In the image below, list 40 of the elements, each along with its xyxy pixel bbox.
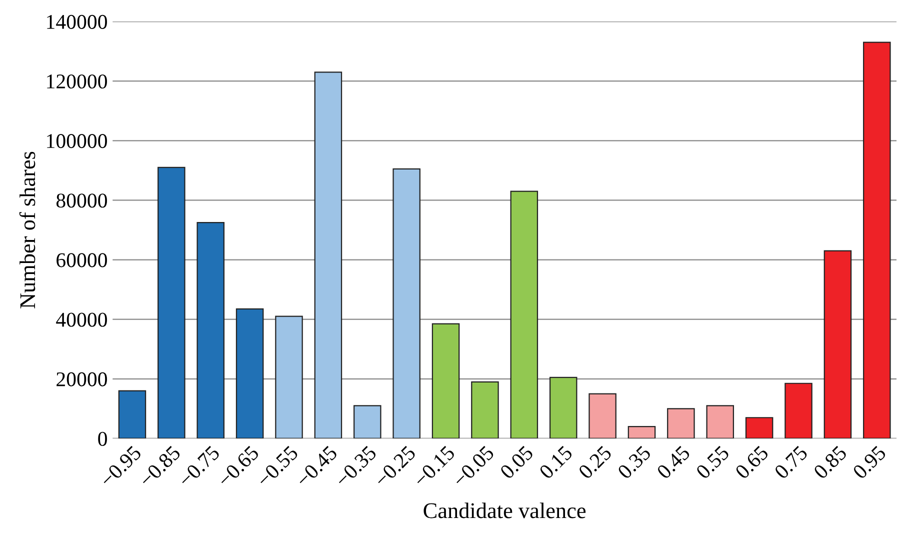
bar (745, 417, 774, 438)
bar (354, 405, 382, 438)
bar (196, 222, 224, 438)
bar (118, 390, 146, 438)
bar (275, 316, 303, 438)
y-tick-label: 120000 (47, 74, 107, 89)
x-tick-label: 0.75 (774, 445, 808, 480)
bar (158, 166, 186, 438)
x-tick-label: 0.25 (578, 445, 612, 480)
bar (236, 308, 264, 438)
bar (706, 405, 734, 438)
bar (863, 42, 891, 438)
bar (824, 250, 852, 438)
y-tick-label: 100000 (47, 134, 107, 148)
bar (510, 190, 538, 438)
x-tick-label: 0.65 (734, 445, 770, 480)
bar (392, 168, 420, 438)
y-tick-label: 0 (98, 432, 107, 446)
x-tick-label: 0.35 (616, 445, 652, 480)
x-axis-title: Candidate valence (424, 502, 586, 518)
y-axis-title: Number of shares (19, 152, 36, 308)
y-tick-label: 80000 (56, 194, 107, 208)
x-tick-label: 0.15 (538, 445, 574, 480)
y-tick-label: 140000 (47, 14, 107, 29)
x-tick-label: 0.55 (695, 445, 730, 480)
y-tick-label: 40000 (56, 312, 107, 327)
x-tick-label: 0.05 (499, 445, 534, 480)
y-tick-label: 20000 (56, 372, 107, 386)
y-tick-label: 60000 (56, 253, 107, 268)
bar (588, 393, 616, 438)
x-tick-label: 0.85 (812, 445, 848, 480)
x-tick-label: 0.95 (852, 445, 887, 480)
bar (667, 408, 695, 438)
bar (432, 323, 460, 438)
bar (471, 381, 499, 438)
x-tick-label: 0.45 (656, 445, 691, 480)
bar (549, 376, 578, 438)
bar (314, 72, 342, 438)
bar (628, 426, 656, 438)
bar (784, 382, 812, 438)
